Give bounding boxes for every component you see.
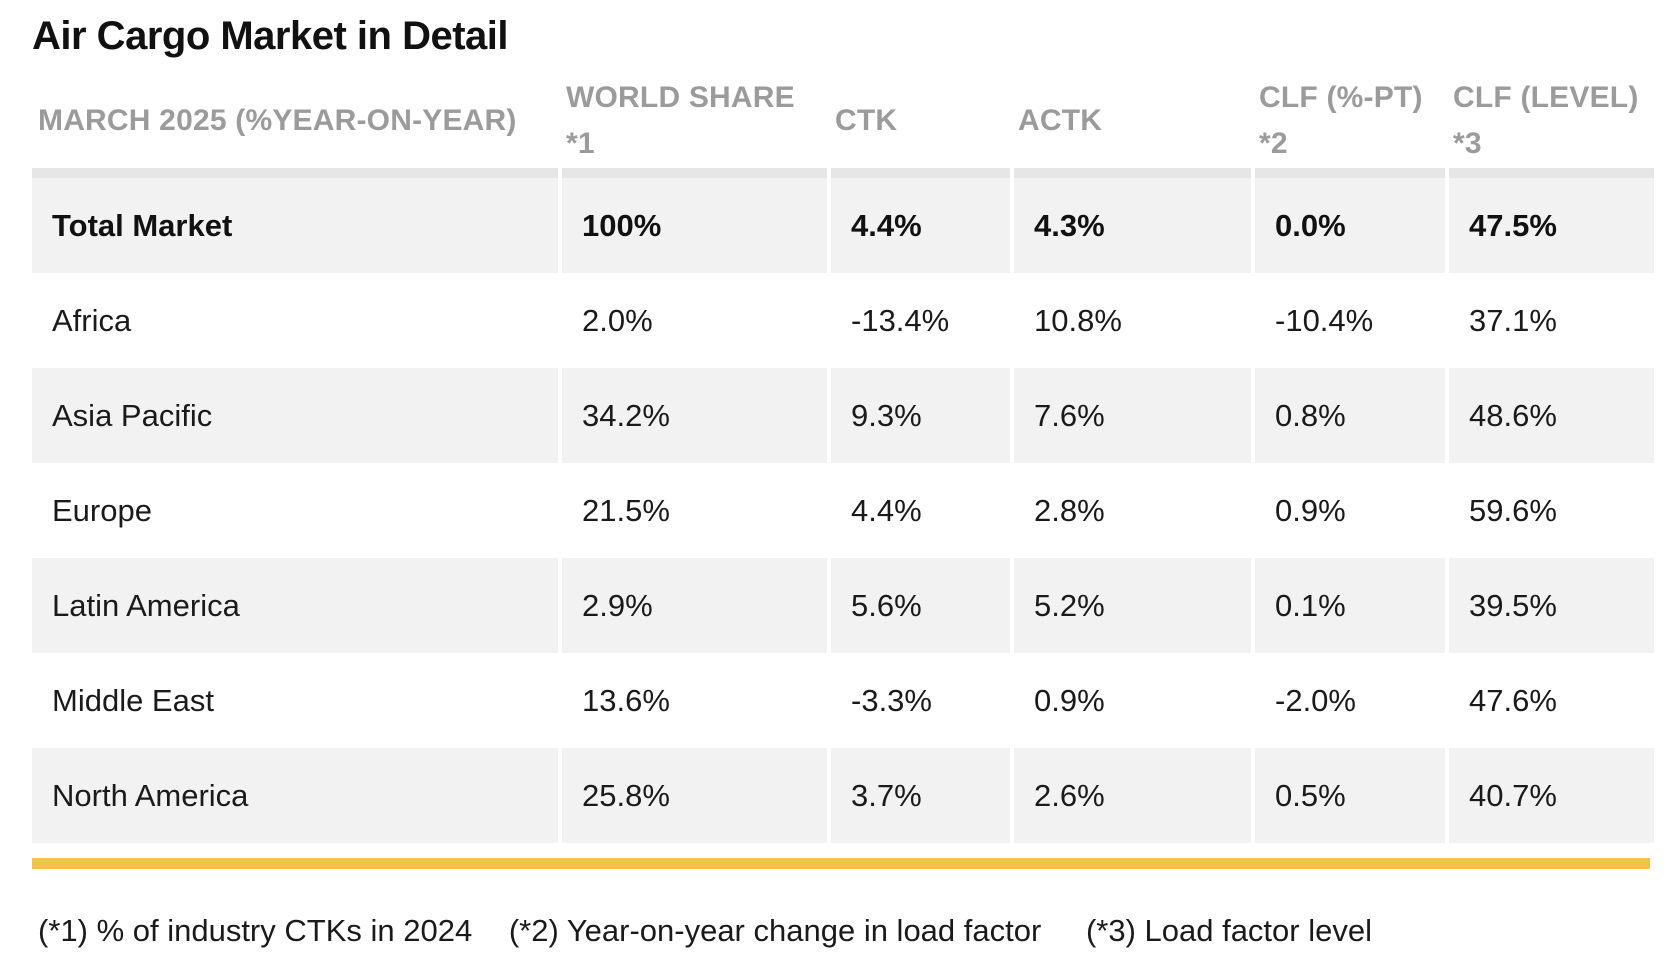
header-world-share: WORLD SHARE *1 — [566, 81, 795, 160]
table-cell: 40.7% — [1449, 748, 1654, 843]
table-cell: -3.3% — [851, 682, 932, 718]
table-cell: 4.4% — [851, 492, 922, 528]
table-row-total-market: Total Market 100% 4.4% 4.3% 0.0% 47.5% — [32, 178, 1654, 273]
table-cell: North America — [32, 748, 558, 843]
table-cell: 0.1% — [1255, 558, 1445, 653]
table-cell: 13.6% — [582, 682, 670, 718]
table-cell: 25.8% — [562, 748, 827, 843]
table-cell: 2.9% — [562, 558, 827, 653]
table-cell: Asia Pacific — [32, 368, 558, 463]
table-cell: 4.3% — [1014, 178, 1251, 273]
table-cell: Africa — [52, 302, 132, 338]
table-cell: 10.8% — [1034, 302, 1122, 338]
table-cell: Europe — [52, 492, 152, 528]
table-cell: 5.6% — [831, 558, 1010, 653]
table-cell: 100% — [562, 178, 827, 273]
table-cell: -13.4% — [851, 302, 950, 338]
header-clf-pt: CLF (%-PT) *2 — [1259, 81, 1423, 160]
table-cell: 0.5% — [1255, 748, 1445, 843]
table-cell: 3.7% — [831, 748, 1010, 843]
table-cell: 9.3% — [831, 368, 1010, 463]
table-cell: -2.0% — [1275, 682, 1356, 718]
table-cell: 2.0% — [582, 302, 653, 338]
header-ctk: CTK — [835, 104, 898, 137]
footnote-2: (*2) Year-on-year change in load factor — [508, 913, 1042, 948]
table-cell: 59.6% — [1469, 492, 1557, 528]
table-cell: 7.6% — [1014, 368, 1251, 463]
table-cell: 21.5% — [582, 492, 670, 528]
table-row-asia-pacific: Asia Pacific 34.2% 9.3% 7.6% 0.8% 48.6% — [32, 368, 1654, 463]
table-cell: Total Market — [32, 178, 558, 273]
header-region: MARCH 2025 (%YEAR-ON-YEAR) — [38, 104, 517, 137]
footnote-3: (*3) Load factor level — [1085, 913, 1372, 948]
table-cell: 47.6% — [1469, 682, 1557, 718]
table-bottom-rule — [32, 858, 1650, 869]
table-row-north-america: North America 25.8% 3.7% 2.6% 0.5% 40.7% — [32, 748, 1654, 843]
header-clf-level: CLF (LEVEL) *3 — [1453, 81, 1639, 160]
market-table: MARCH 2025 (%YEAR-ON-YEAR) WORLD SHARE *… — [28, 74, 1658, 843]
table-cell: 0.8% — [1255, 368, 1445, 463]
table-row-middle-east: Middle East 13.6% -3.3% 0.9% -2.0% 47.6% — [32, 653, 1654, 748]
table-cell: Latin America — [32, 558, 558, 653]
table-cell: 0.9% — [1275, 492, 1346, 528]
table-row-africa: Africa 2.0% -13.4% 10.8% -10.4% 37.1% — [32, 273, 1654, 368]
table-header-row: MARCH 2025 (%YEAR-ON-YEAR) WORLD SHARE *… — [32, 74, 1654, 168]
table-cell: Middle East — [52, 682, 214, 718]
market-table-container: MARCH 2025 (%YEAR-ON-YEAR) WORLD SHARE *… — [32, 74, 1654, 843]
table-cell: 39.5% — [1449, 558, 1654, 653]
table-cell: 0.9% — [1034, 682, 1105, 718]
table-row-latin-america: Latin America 2.9% 5.6% 5.2% 0.1% 39.5% — [32, 558, 1654, 653]
table-cell: 34.2% — [562, 368, 827, 463]
footnotes: (*1) % of industry CTKs in 2024 (*2) Yea… — [38, 913, 1400, 949]
table-cell: 2.8% — [1034, 492, 1105, 528]
header-divider — [32, 168, 1654, 178]
footnote-1: (*1) % of industry CTKs in 2024 — [38, 913, 473, 948]
table-cell: -10.4% — [1275, 302, 1374, 338]
table-cell: 48.6% — [1449, 368, 1654, 463]
table-cell: 37.1% — [1469, 302, 1557, 338]
table-cell: 2.6% — [1014, 748, 1251, 843]
header-actk: ACTK — [1018, 104, 1103, 137]
table-cell: 47.5% — [1449, 178, 1654, 273]
table-row-europe: Europe 21.5% 4.4% 2.8% 0.9% 59.6% — [32, 463, 1654, 558]
table-cell: 0.0% — [1255, 178, 1445, 273]
table-cell: 5.2% — [1014, 558, 1251, 653]
page-title: Air Cargo Market in Detail — [32, 14, 509, 58]
table-cell: 4.4% — [831, 178, 1010, 273]
